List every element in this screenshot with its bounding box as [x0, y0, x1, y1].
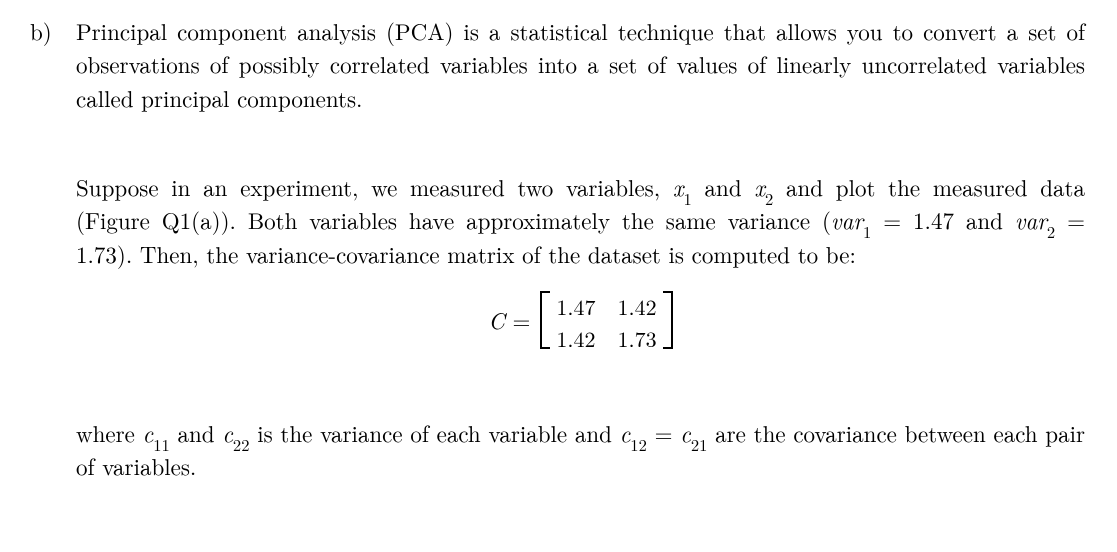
- val: 1.73: [76, 237, 117, 270]
- var-x1: x: [673, 170, 684, 203]
- text: and: [692, 170, 755, 203]
- bracket-right-icon: [663, 291, 673, 349]
- sub: 12: [630, 432, 647, 456]
- text: =: [647, 416, 680, 449]
- var-c12: c: [620, 416, 631, 449]
- text: where: [76, 416, 143, 449]
- item-label: b): [28, 14, 76, 47]
- text: Principal component analysis (PCA) is a …: [76, 14, 1085, 114]
- sub: 22: [233, 432, 250, 456]
- page: b) Principal component analysis (PCA) is…: [0, 0, 1117, 497]
- var-c22: c: [222, 416, 233, 449]
- cell-12: 1.42: [618, 291, 657, 323]
- sub: 11: [153, 432, 170, 456]
- spacer: [76, 114, 1085, 170]
- paragraph-setup: Suppose in an experiment, we measured tw…: [76, 170, 1085, 270]
- equals: =: [505, 303, 531, 336]
- sub: 1: [863, 219, 871, 243]
- sub: 2: [765, 186, 773, 210]
- bracket-left-icon: [540, 291, 550, 349]
- var2: var: [1015, 203, 1047, 236]
- paragraph-explain: where c11 and c22 is the variance of eac…: [76, 416, 1085, 483]
- cell-11: 1.47: [556, 291, 595, 323]
- item-row: b) Principal component analysis (PCA) is…: [28, 14, 1085, 483]
- paragraph-intro: Principal component analysis (PCA) is a …: [76, 14, 1085, 114]
- sub: 21: [691, 432, 708, 456]
- spacer: [76, 270, 1085, 288]
- text: =: [871, 203, 913, 236]
- equation-lhs: C =: [488, 303, 530, 336]
- matrix: 1.47 1.42 1.42 1.73: [540, 291, 672, 349]
- var-c21: c: [680, 416, 691, 449]
- text: and: [170, 416, 223, 449]
- val: 1.47: [913, 203, 954, 236]
- spacer: [76, 352, 1085, 416]
- text: ). Then, the variance-covariance matrix …: [117, 237, 856, 270]
- var-c11: c: [143, 416, 154, 449]
- sub: 1: [684, 186, 692, 210]
- matrix-cells: 1.47 1.42 1.42 1.73: [550, 291, 662, 349]
- text: =: [1055, 203, 1085, 236]
- var-C: C: [488, 303, 504, 336]
- text: and: [954, 203, 1015, 236]
- equation-covariance-matrix: C = 1.47 1.42 1.42 1.73: [76, 288, 1085, 352]
- var-x2: x: [754, 170, 765, 203]
- equation: C = 1.47 1.42 1.42 1.73: [488, 291, 672, 349]
- sub: 2: [1047, 219, 1055, 243]
- cell-21: 1.42: [556, 323, 595, 355]
- cell-22: 1.73: [618, 323, 657, 355]
- item-body: Principal component analysis (PCA) is a …: [76, 14, 1085, 483]
- text: Suppose in an experiment, we measured tw…: [76, 170, 673, 203]
- var1: var: [831, 203, 863, 236]
- text: is the variance of each variable and: [249, 416, 619, 449]
